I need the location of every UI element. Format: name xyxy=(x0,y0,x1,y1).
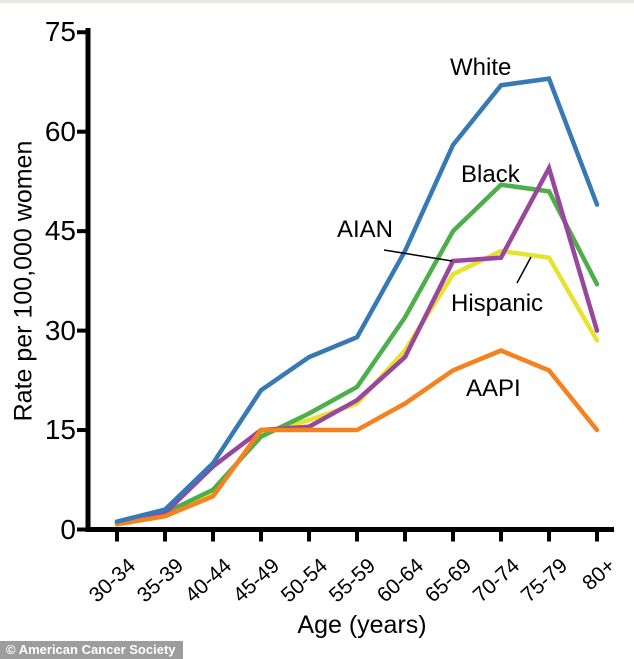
y-tick-label: 0 xyxy=(60,513,76,545)
y-tick-label: 15 xyxy=(44,414,76,446)
aian-pointer-line xyxy=(383,249,453,262)
series-label-white: White xyxy=(450,54,512,81)
y-axis-title: Rate per 100,000 women xyxy=(9,140,38,422)
series-label-aian: AIAN xyxy=(337,216,394,243)
image-top-border xyxy=(0,0,634,3)
series-line-aapi xyxy=(114,348,600,527)
hispanic-pointer-line xyxy=(516,256,532,284)
series-line-aian xyxy=(114,162,600,526)
series-label-hispanic: Hispanic xyxy=(451,290,544,317)
series-line-white xyxy=(114,76,600,524)
copyright-watermark: © American Cancer Society xyxy=(0,641,183,659)
series-label-black: Black xyxy=(461,161,520,188)
y-tick-label: 30 xyxy=(44,314,76,346)
y-tick-label: 60 xyxy=(44,115,76,147)
y-tick-label: 75 xyxy=(44,16,76,48)
series-line-black xyxy=(114,182,600,526)
series-label-aapi: AAPI xyxy=(466,375,521,402)
axis-lines xyxy=(85,28,614,532)
x-axis-title: Age (years) xyxy=(297,611,427,639)
y-tick-label: 45 xyxy=(44,215,76,247)
